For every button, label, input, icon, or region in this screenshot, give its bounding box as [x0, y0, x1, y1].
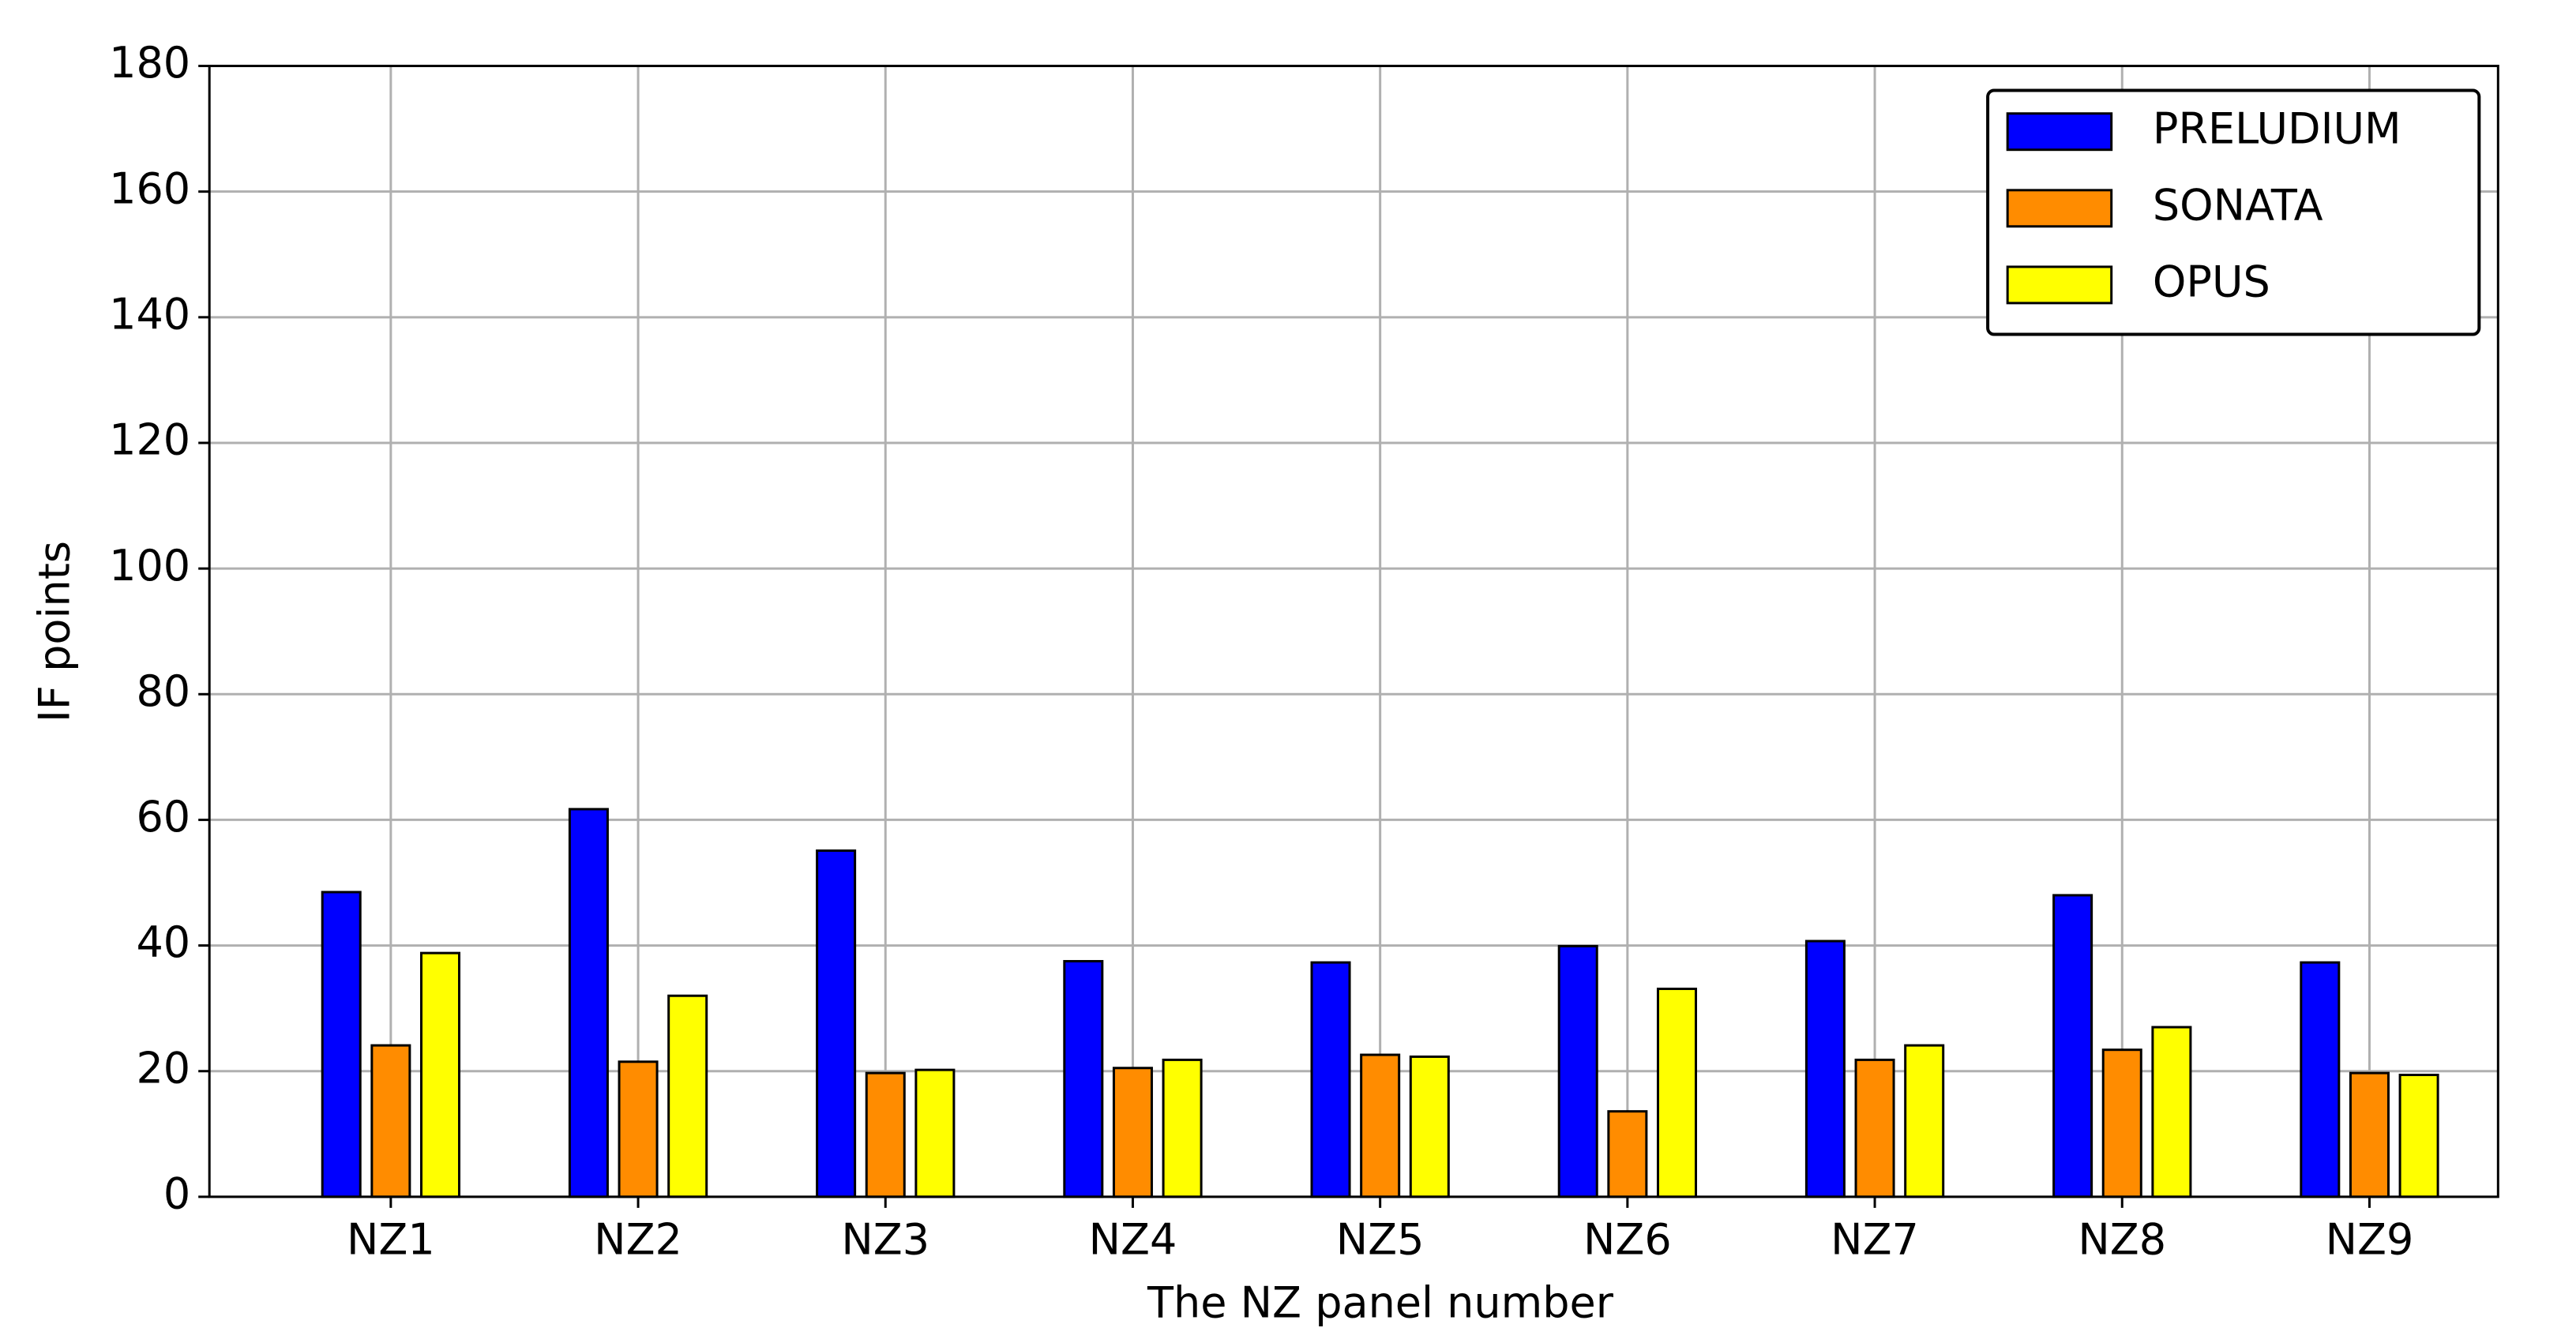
bar — [1360, 1053, 1401, 1198]
x-tick-label: NZ4 — [1089, 1215, 1177, 1265]
x-tick-label: NZ8 — [2078, 1215, 2166, 1265]
bar — [914, 1068, 956, 1198]
bar — [1063, 959, 1104, 1198]
bar — [1804, 940, 1846, 1198]
bar — [568, 808, 609, 1198]
y-tick-label: 160 — [109, 163, 190, 213]
y-axis-label: IF points — [30, 541, 80, 722]
legend-swatch — [2006, 112, 2113, 152]
bar — [1162, 1058, 1203, 1198]
legend-label: PRELUDIUM — [2153, 103, 2401, 153]
y-tick-label: 180 — [109, 38, 190, 88]
grid — [209, 65, 2499, 1198]
y-tick-label: 0 — [163, 1169, 190, 1219]
bar — [1656, 987, 1698, 1198]
bar — [2052, 894, 2093, 1198]
bar — [321, 891, 362, 1198]
bar — [1607, 1110, 1648, 1198]
legend-label: SONATA — [2153, 180, 2323, 230]
bar — [419, 951, 461, 1198]
bar — [1112, 1067, 1153, 1198]
y-tick-label: 140 — [109, 289, 190, 339]
bar — [2101, 1048, 2142, 1198]
bar — [865, 1071, 906, 1198]
bar — [370, 1044, 411, 1198]
bar — [2398, 1074, 2439, 1198]
x-tick-label: NZ3 — [841, 1215, 929, 1265]
x-tick-label: NZ2 — [594, 1215, 682, 1265]
legend-swatch — [2006, 265, 2113, 305]
bar — [1409, 1055, 1450, 1198]
bar — [1904, 1044, 1945, 1198]
bar — [618, 1060, 659, 1198]
bar — [667, 994, 708, 1198]
x-tick-label: NZ6 — [1583, 1215, 1672, 1265]
bar — [2300, 961, 2341, 1198]
bar — [1557, 944, 1598, 1198]
x-tick-label: NZ1 — [347, 1215, 435, 1265]
bar — [2349, 1071, 2390, 1198]
y-tick-label: 80 — [136, 666, 190, 716]
legend-swatch — [2006, 189, 2113, 228]
y-tick-label: 100 — [109, 541, 190, 591]
x-tick-label: NZ9 — [2326, 1215, 2414, 1265]
plot-frame — [208, 65, 2499, 1198]
y-tick-label: 120 — [109, 415, 190, 465]
y-tick-label: 20 — [136, 1043, 190, 1093]
x-tick-label: NZ7 — [1831, 1215, 1919, 1265]
bar — [2151, 1026, 2192, 1198]
y-tick-label: 60 — [136, 792, 190, 842]
legend-label: OPUS — [2153, 257, 2270, 307]
bar — [1854, 1058, 1895, 1198]
bar — [1310, 961, 1351, 1198]
x-axis-label: The NZ panel number — [1147, 1278, 1614, 1328]
x-tick-label: NZ5 — [1336, 1215, 1425, 1265]
y-tick-label: 40 — [136, 917, 190, 967]
bar — [816, 849, 857, 1198]
